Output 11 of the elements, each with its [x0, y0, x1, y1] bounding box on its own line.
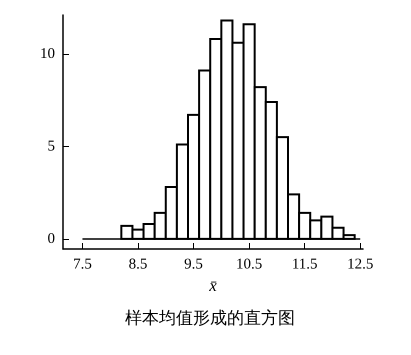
y-tick-label: 5 [48, 138, 55, 154]
x-tick-label: 9.5 [184, 256, 203, 272]
x-tick-label: 8.5 [128, 256, 148, 272]
y-tick-label: 10 [40, 46, 55, 62]
x-tick-label: 10.5 [236, 256, 262, 272]
x-tick-label: 7.5 [73, 256, 92, 272]
text: 样本均值形成的直方图 [125, 308, 295, 328]
x-axis-title: x̄ [208, 276, 218, 295]
x-tick-label: 12.5 [347, 256, 374, 272]
y-tick-label: 0 [48, 230, 55, 247]
x-tick-label: 11.5 [292, 256, 318, 272]
